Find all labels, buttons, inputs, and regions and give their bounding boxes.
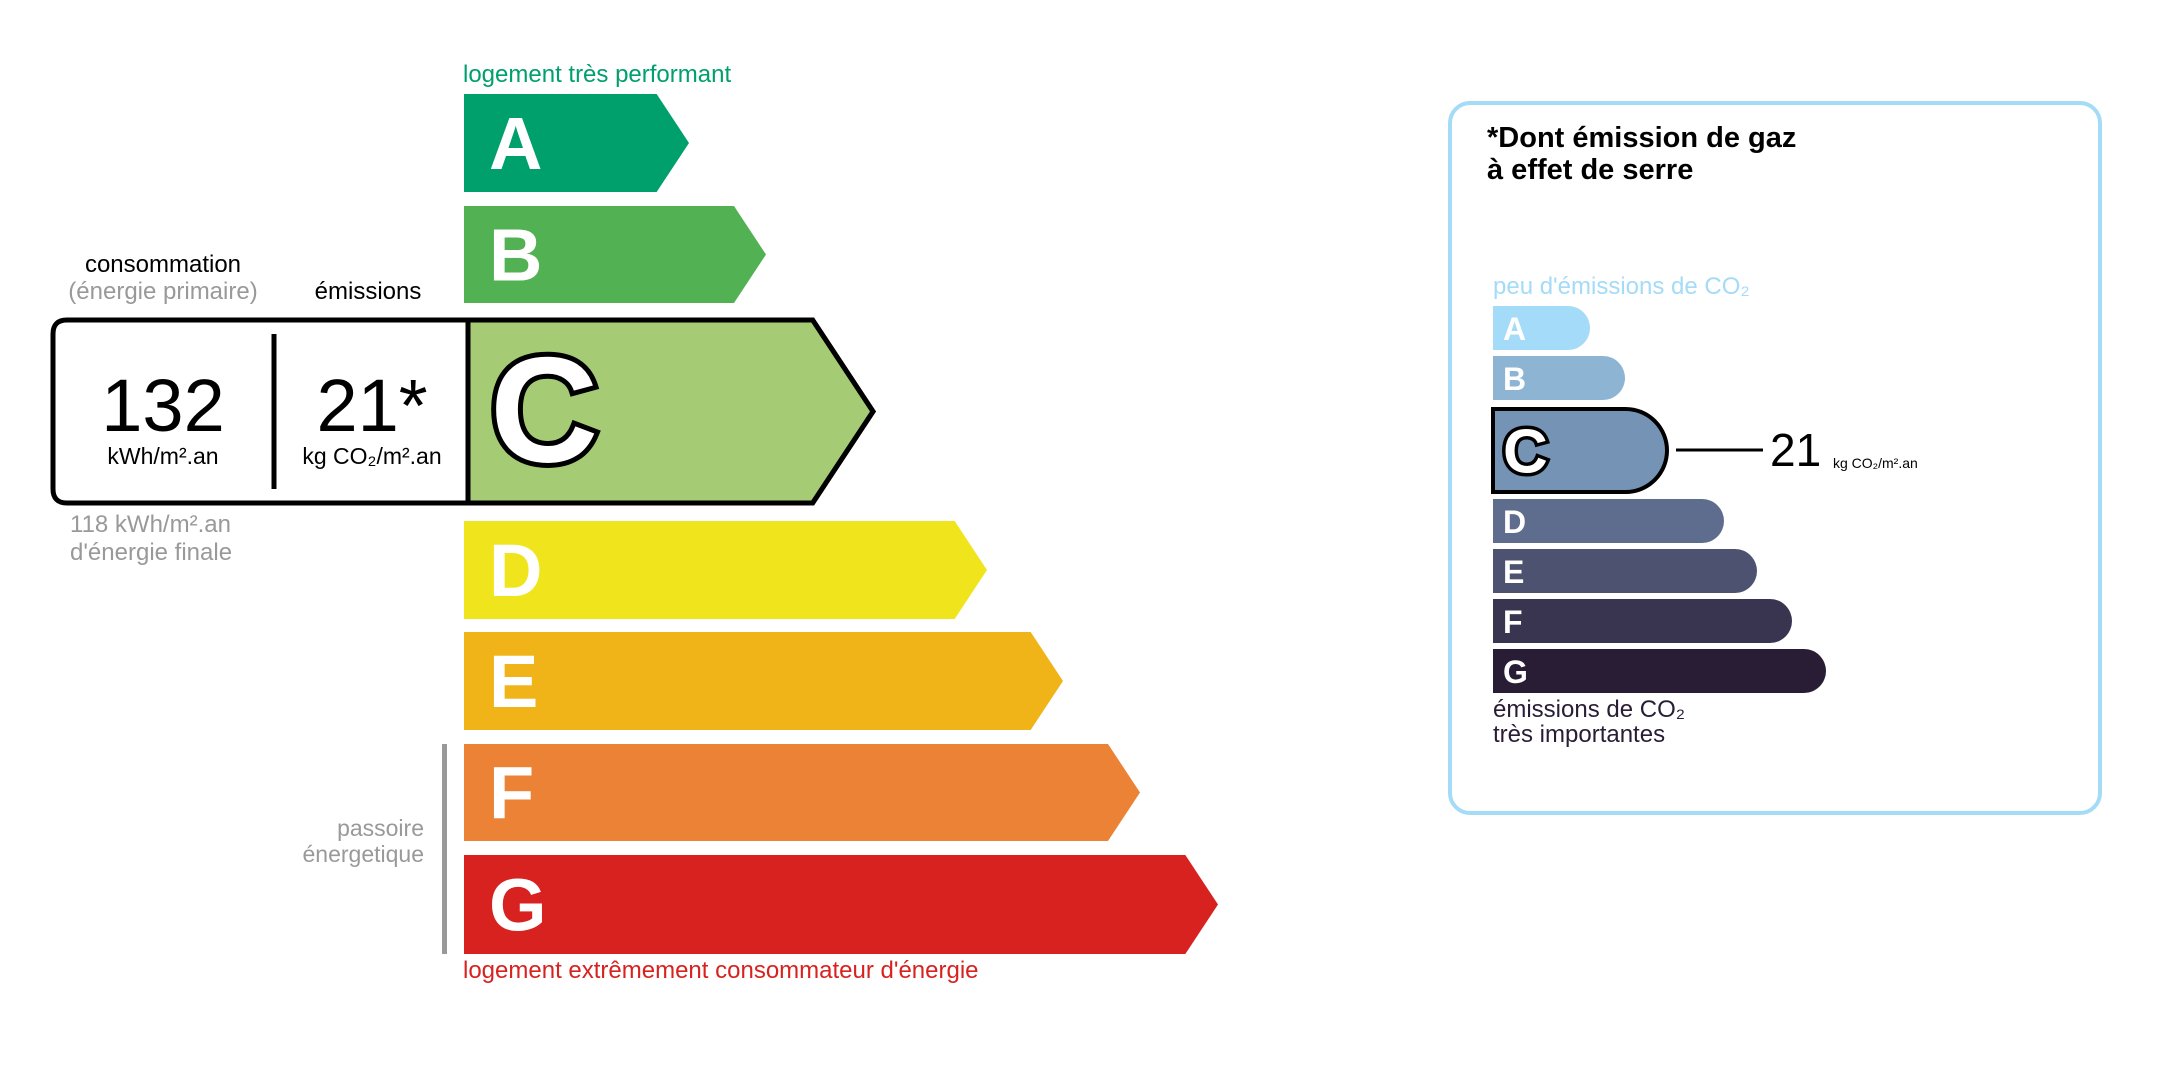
ges-panel (1448, 101, 2102, 815)
ges-bar-g (1493, 649, 1826, 693)
final-energy-value: 118 kWh/m².an (70, 511, 231, 538)
energy-letter-f: F (489, 752, 534, 835)
ges-letter-d: D (1503, 504, 1526, 540)
ges-bar-a (1493, 306, 1590, 350)
ges-letter-e: E (1503, 554, 1524, 590)
ges-value: 21 (1770, 424, 1822, 476)
ges-letter-g: G (1503, 654, 1528, 690)
energy-letter-d: D (489, 529, 542, 612)
energy-arrow-g (464, 855, 1218, 954)
final-energy-label: d'énergie finale (70, 539, 233, 566)
energy-top-label: logement très performant (463, 61, 732, 88)
ges-bar-b (1493, 356, 1625, 400)
energy-letter-a: A (489, 102, 542, 185)
energy-letter-b: B (489, 214, 542, 297)
ges-bar-c (1491, 407, 1669, 494)
ges-letter-a: A (1503, 311, 1526, 347)
energy-arrow-e (464, 632, 1063, 730)
energy-arrow-f (464, 744, 1140, 841)
ges-letter-f: F (1503, 604, 1523, 640)
ges-bottom-line1: émissions de CO₂ (1493, 696, 1686, 723)
passoire-label: passoire énergetique (303, 815, 425, 867)
energy-letter-c: C (490, 326, 598, 494)
energy-letter-g: G (489, 864, 547, 947)
ges-unit: kg CO₂/m².an (1833, 455, 1918, 471)
consommation-unit: kWh/m².an (107, 443, 219, 469)
ges-bar-d (1493, 499, 1724, 543)
ges-bottom-line2: très importantes (1493, 721, 1666, 748)
energy-arrow-c (465, 317, 876, 506)
consommation-label: consommation (84, 251, 242, 278)
energy-letter-e: E (489, 640, 538, 723)
ges-title-line1: *Dont émission de gaz (1487, 122, 1797, 154)
emissions-unit: kg CO₂/m².an (302, 443, 442, 469)
ges-bottom-label: émissions de CO₂ très importantes (1493, 697, 1685, 747)
emissions-label: émissions (314, 278, 422, 305)
passoire-bar (442, 744, 447, 954)
energy-arrow-d (464, 521, 987, 619)
ges-title: *Dont émission de gaz à effet de serre (1487, 122, 1796, 186)
ges-bar-f (1493, 599, 1792, 643)
energy-arrow-a (464, 94, 689, 192)
ges-bar-e (1493, 549, 1757, 593)
emissions-value: 21* (316, 364, 428, 447)
ges-title-line2: à effet de serre (1487, 154, 1694, 186)
ges-top-label: peu d'émissions de CO₂ (1493, 273, 1750, 300)
ges-letter-c: C (1503, 418, 1548, 487)
passoire-line2: énergetique (302, 841, 425, 867)
passoire-line1: passoire (337, 815, 424, 841)
ges-letter-b: B (1503, 361, 1526, 397)
consommation-sub-label: (énergie primaire) (68, 278, 258, 305)
consommation-value: 132 (101, 364, 225, 447)
energy-bottom-label: logement extrêmement consommateur d'éner… (463, 957, 979, 984)
energy-arrow-b (464, 206, 766, 303)
